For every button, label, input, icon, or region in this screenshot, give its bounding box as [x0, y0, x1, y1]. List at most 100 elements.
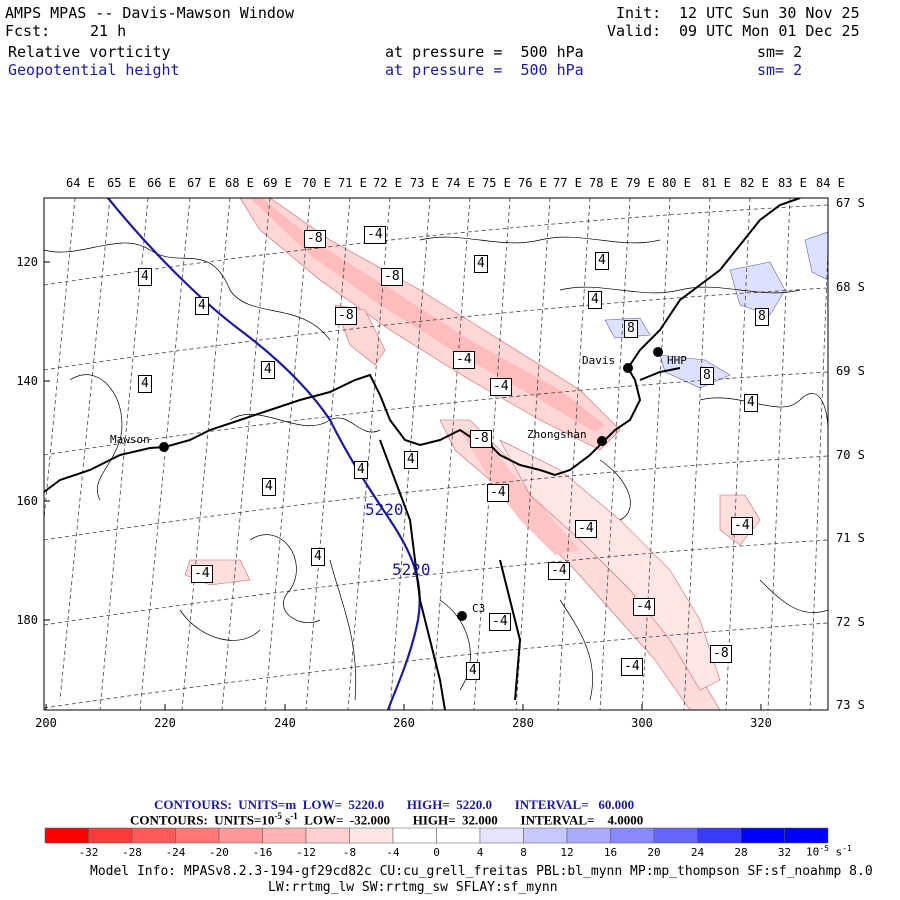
x-tick-label: 280	[512, 716, 534, 730]
vorticity-contour-label: -4	[487, 484, 509, 502]
colorbar-segment	[523, 827, 568, 844]
height-contour-label: 5220	[392, 560, 431, 579]
y-tick-label: 120	[16, 255, 38, 269]
x-tick-label: 320	[750, 716, 772, 730]
y-tick-label: 140	[16, 374, 38, 388]
negative-vorticity-band	[499, 439, 721, 691]
field-1-smooth: sm= 2	[757, 43, 803, 61]
colorbar-tick-label: -8	[342, 846, 357, 859]
model-info-line-1: Model Info: MPASv8.2.3-194-gf29cd82c CU:…	[90, 864, 873, 879]
x-tick-label: 220	[154, 716, 176, 730]
colorbar-tick-label: 16	[603, 846, 618, 859]
lon-label: 80 E	[662, 176, 691, 190]
map-title: AMPS MPAS -- Davis-Mawson Window	[5, 4, 294, 22]
colorbar-tick-label: 20	[647, 846, 661, 859]
x-tick-label: 240	[274, 716, 296, 730]
vorticity-contour-label: 8	[624, 320, 638, 338]
colorbar-segment	[262, 827, 307, 844]
field-2-name: Geopotential height	[8, 61, 180, 79]
colorbar-tick-label: 0	[433, 846, 440, 859]
lon-label: 79 E	[626, 176, 655, 190]
lon-label: 81 E	[702, 176, 731, 190]
longitude-lines	[44, 198, 828, 710]
colorbar-tick-label: 12	[560, 846, 574, 859]
colorbar-tick-label: -12	[296, 846, 316, 859]
colorbar-segment	[740, 827, 785, 844]
field-2-smooth: sm= 2	[757, 61, 803, 79]
colorbar-segment	[88, 827, 133, 844]
lon-label: 74 E	[446, 176, 475, 190]
latitude-lines	[44, 204, 828, 709]
lat-label: 69 S	[836, 364, 865, 378]
lon-label: 77 E	[553, 176, 582, 190]
positive-vorticity-region	[804, 231, 828, 281]
lon-label: 70 E	[302, 176, 331, 190]
colorbar-segment	[479, 827, 524, 844]
lon-label: 78 E	[589, 176, 618, 190]
y-tick-label: 160	[16, 494, 38, 508]
vorticity-contour-label: 8	[755, 308, 769, 326]
vorticity-contour-label: -4	[575, 520, 597, 538]
vorticity-contour-label: -4	[191, 565, 213, 583]
positive-vorticity-region	[729, 261, 786, 316]
lat-label: 72 S	[836, 615, 865, 629]
station-label-c3: C3	[472, 602, 486, 615]
y-tick-label: 180	[16, 613, 38, 627]
lon-label: 66 E	[147, 176, 176, 190]
lon-label: 75 E	[482, 176, 511, 190]
vorticity-contours	[44, 236, 828, 701]
station-marker-mawson	[159, 442, 169, 452]
lon-label: 76 E	[518, 176, 547, 190]
vorticity-contour-label: 4	[404, 451, 418, 469]
station-label-zhongshan: Zhongshan	[527, 428, 587, 441]
lon-label: 83 E	[778, 176, 807, 190]
lon-label: 71 E	[338, 176, 367, 190]
vorticity-contour-label: -8	[470, 430, 492, 448]
vorticity-contour-label: -4	[621, 658, 643, 676]
lat-label: 70 S	[836, 448, 865, 462]
lon-label: 73 E	[410, 176, 439, 190]
colorbar-segment	[436, 827, 481, 844]
lat-label: 67 S	[836, 196, 865, 210]
x-tick-label: 300	[631, 716, 653, 730]
field-2-level: at pressure = 500 hPa	[385, 61, 584, 79]
axis-ticks	[44, 261, 762, 710]
vorticity-contour-label: 4	[311, 548, 325, 566]
colorbar-segment	[392, 827, 437, 844]
colorbar-tick-label: -32	[78, 846, 99, 859]
lon-label: 84 E	[816, 176, 845, 190]
vorticity-contour-label: 4	[466, 662, 480, 680]
lon-label: 69 E	[263, 176, 292, 190]
vorticity-contour-label: 4	[474, 255, 488, 273]
station-label-davis: Davis	[582, 354, 616, 367]
vorticity-contour-label: -8	[304, 230, 326, 248]
colorbar-tick-label: -16	[252, 846, 273, 859]
colorbar-segment	[131, 827, 176, 844]
colorbar-segment	[784, 827, 829, 844]
vorticity-contour-label: -4	[490, 378, 512, 396]
vorticity-contour-label: 8	[700, 367, 714, 385]
x-tick-label: 200	[35, 716, 57, 730]
height-contour-info: CONTOURS: UNITS=m LOW= 5220.0 HIGH= 5220…	[154, 797, 635, 812]
vorticity-contour-label: -4	[633, 598, 655, 616]
colorbar-tick-label: 4	[476, 846, 484, 859]
lon-label: 82 E	[740, 176, 769, 190]
colorbar-tick-label: -24	[165, 846, 186, 859]
colorbar-segment	[697, 827, 742, 844]
height-contour-label: 5220	[365, 500, 404, 519]
vorticity-contour-label: -8	[710, 645, 732, 663]
vorticity-contour-label: 4	[744, 394, 758, 412]
lon-label: 68 E	[225, 176, 254, 190]
vorticity-contour-label: 4	[138, 375, 152, 393]
negative-vorticity-core	[250, 198, 605, 432]
forecast-value: 21 h	[90, 22, 127, 40]
colorbar-segment	[44, 827, 89, 844]
vorticity-contour-label: 4	[595, 252, 609, 270]
station-marker-zhongshan	[597, 436, 607, 446]
colorbar-segment	[653, 827, 698, 844]
lon-label: 72 E	[373, 176, 402, 190]
vorticity-contour-label: -4	[489, 613, 511, 631]
valid-label: Valid:	[607, 22, 662, 40]
colorbar-segment	[610, 827, 655, 844]
